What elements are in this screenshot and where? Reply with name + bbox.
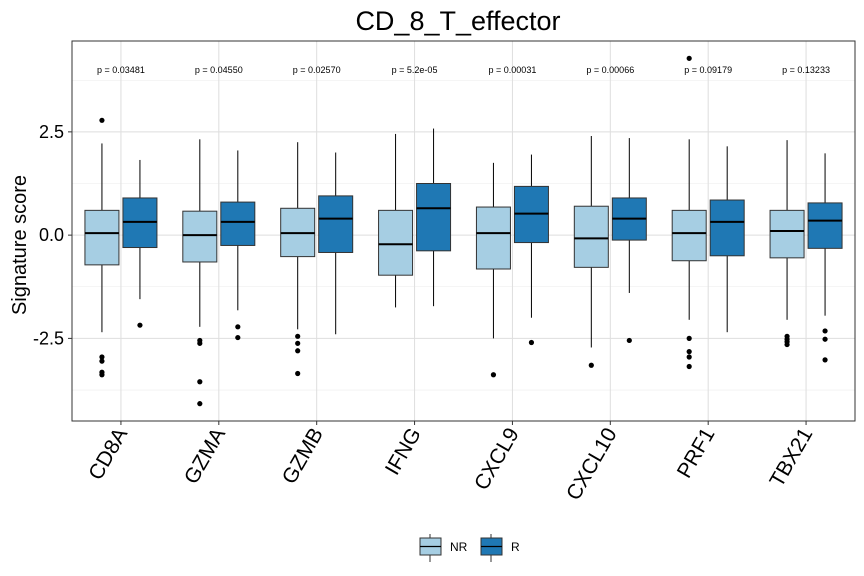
y-tick-label: -2.5: [33, 328, 64, 348]
box-NR-CXCL10: [573, 136, 609, 368]
box-NR-CXCL9: [475, 162, 511, 378]
box-NR-TBX21: [769, 140, 805, 348]
plot-area: -2.5 0.0 2.5 CD8A GZMA GZMB IFNG CXCL9 CXCL10 PRF…: [33, 40, 856, 504]
x-tick-label: TBX21: [765, 424, 817, 491]
x-tick-label: GZMB: [278, 424, 328, 488]
legend: NR R: [419, 534, 520, 562]
box-iqr: [318, 195, 354, 253]
outlier-point: [137, 322, 143, 328]
p-value-label: p = 0.02570: [293, 65, 341, 75]
box-iqr: [807, 202, 843, 249]
outlier-point: [686, 363, 692, 370]
outlier-point: [295, 370, 301, 377]
box-NR-GZMA: [182, 139, 218, 407]
x-tick-label: PRF1: [673, 424, 720, 482]
legend-item-R: R: [480, 534, 520, 562]
legend-label: R: [511, 540, 520, 554]
p-value-label: p = 0.09179: [684, 65, 732, 75]
outlier-point: [626, 337, 632, 344]
box-iqr: [573, 205, 609, 268]
box-iqr: [475, 206, 511, 270]
outlier-point: [822, 328, 828, 334]
box-iqr: [709, 199, 745, 257]
box-NR-IFNG: [378, 133, 414, 308]
outlier-point: [197, 379, 203, 385]
p-value-label: p = 0.00031: [489, 65, 537, 75]
box-R-CXCL9: [513, 154, 549, 346]
box-NR-PRF1: [671, 55, 707, 370]
outlier-point: [235, 324, 241, 330]
box-iqr: [378, 209, 414, 276]
outlier-point: [295, 340, 301, 346]
outlier-point: [197, 401, 203, 407]
box-R-IFNG: [416, 128, 452, 307]
box-R-TBX21: [807, 153, 843, 363]
outlier-point: [686, 349, 692, 355]
box-iqr: [220, 201, 256, 246]
box-R-PRF1: [709, 146, 745, 333]
outlier-point: [99, 354, 105, 360]
outlier-point: [686, 335, 692, 341]
box-NR-CD8A: [84, 117, 120, 378]
outlier-point: [822, 336, 828, 342]
p-value-label: p = 0.03481: [97, 65, 145, 75]
outlier-point: [99, 358, 105, 364]
y-tick-label: 0.0: [39, 225, 64, 245]
plot-border: [71, 40, 856, 422]
box-iqr: [416, 183, 452, 252]
outlier-point: [528, 339, 535, 346]
outlier-point: [588, 362, 594, 368]
outlier-point: [295, 333, 301, 339]
outlier-point: [686, 55, 692, 61]
box-R-CXCL10: [611, 138, 647, 344]
box-iqr: [671, 209, 707, 262]
box-iqr: [769, 209, 805, 259]
outlier-point: [822, 357, 828, 363]
outlier-point: [686, 354, 692, 360]
box-iqr: [182, 210, 218, 263]
outlier-point: [295, 348, 301, 354]
outlier-point: [99, 117, 105, 123]
p-value-label: p = 5.2e-05: [392, 65, 438, 75]
x-tick-label: CXCL10: [562, 424, 622, 504]
box-R-GZMB: [318, 152, 354, 335]
legend-item-NR: NR: [419, 534, 468, 562]
outlier-point: [490, 372, 497, 378]
x-tick-label: IFNG: [381, 424, 426, 479]
y-tick-label: 2.5: [39, 122, 64, 142]
x-tick-label: CD8A: [84, 424, 132, 484]
p-value-label: p = 0.13233: [782, 65, 830, 75]
outlier-point: [784, 341, 790, 348]
x-tick-label: CXCL9: [470, 424, 524, 494]
p-value-label: p = 0.04550: [195, 65, 243, 75]
x-tick-label: GZMA: [180, 424, 230, 488]
outlier-point: [99, 372, 105, 378]
legend-label: NR: [450, 540, 468, 554]
p-value-label: p = 0.00066: [586, 65, 634, 75]
box-NR-GZMB: [280, 142, 316, 377]
box-iqr: [84, 209, 120, 266]
outlier-point: [197, 340, 203, 346]
box-R-GZMA: [220, 150, 256, 341]
y-axis-label: Signature score: [9, 175, 31, 315]
box-R-CD8A: [122, 159, 158, 328]
chart-title: CD_8_T_effector: [355, 6, 560, 36]
outlier-point: [235, 334, 241, 341]
